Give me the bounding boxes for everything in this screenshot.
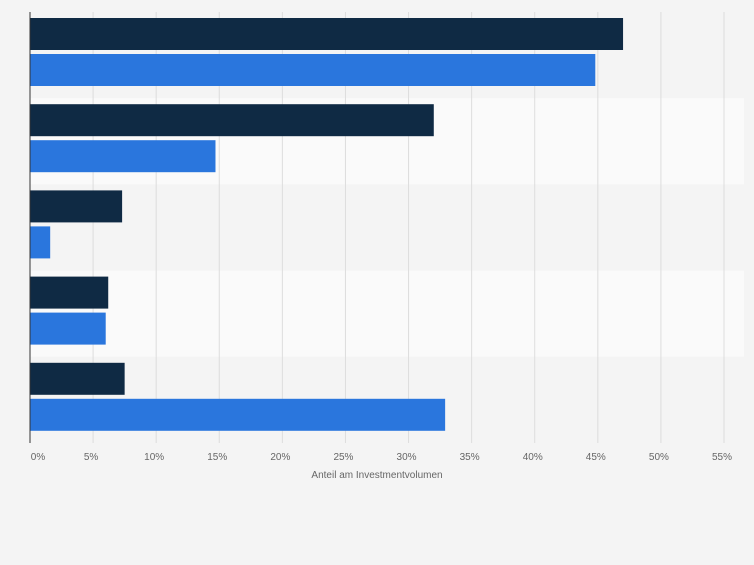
bar (30, 398, 446, 431)
bar (30, 18, 624, 50)
x-tick-label: 0% (31, 452, 46, 463)
bar (30, 54, 596, 86)
bars (30, 18, 624, 431)
x-axis-label: Anteil am Investmentvolumen (311, 470, 442, 481)
bar (30, 104, 434, 137)
x-tick-label: 15% (207, 452, 227, 463)
row-band (30, 184, 744, 271)
bar (30, 362, 125, 395)
bar (30, 312, 106, 345)
x-tick-label: 40% (523, 452, 543, 463)
x-tick-label: 45% (586, 452, 606, 463)
x-tick-label: 30% (397, 452, 417, 463)
x-tick-label: 20% (270, 452, 290, 463)
x-tick-label: 10% (144, 452, 164, 463)
bar (30, 276, 109, 309)
bar (30, 140, 216, 173)
x-tick-label: 25% (333, 452, 353, 463)
bar (30, 190, 123, 223)
x-tick-label: 35% (460, 452, 480, 463)
x-tick-label: 55% (712, 452, 732, 463)
row-band (30, 270, 744, 357)
bar (30, 226, 51, 259)
x-tick-label: 50% (649, 452, 669, 463)
x-tick-labels: 0% 5% 10% 15% 20% 25% 30% 35% 40% 45% 50% 55% (31, 452, 732, 463)
x-tick-label: 5% (84, 452, 99, 463)
